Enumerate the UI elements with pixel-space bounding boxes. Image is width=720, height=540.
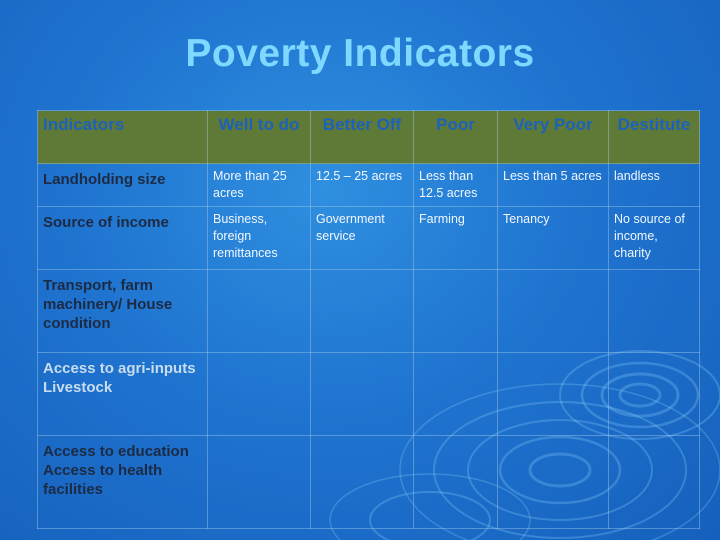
header-destitute: Destitute bbox=[608, 110, 700, 164]
table-cell: Business, foreign remittances bbox=[207, 206, 311, 270]
table-cell bbox=[497, 352, 609, 436]
table-cell bbox=[310, 352, 414, 436]
table-row: Access to education Access to health fac… bbox=[37, 435, 700, 529]
row-label-transport: Transport, farm machinery/ House conditi… bbox=[37, 269, 208, 353]
table-cell: landless bbox=[608, 163, 700, 207]
header-poor: Poor bbox=[413, 110, 498, 164]
table-cell bbox=[413, 435, 498, 529]
table-row: Access to agri-inputs Livestock bbox=[37, 352, 700, 436]
header-well-to-do: Well to do bbox=[207, 110, 311, 164]
table-cell bbox=[497, 269, 609, 353]
table-cell bbox=[608, 269, 700, 353]
table-cell bbox=[310, 435, 414, 529]
table-cell bbox=[608, 435, 700, 529]
row-label-landholding: Landholding size bbox=[37, 163, 208, 207]
poverty-indicators-table: Indicators Well to do Better Off Poor Ve… bbox=[37, 110, 700, 529]
header-indicators: Indicators bbox=[37, 110, 208, 164]
table-cell bbox=[413, 352, 498, 436]
table-cell: Less than 5 acres bbox=[497, 163, 609, 207]
table-cell: Tenancy bbox=[497, 206, 609, 270]
table-cell: Farming bbox=[413, 206, 498, 270]
table-cell bbox=[310, 269, 414, 353]
table-cell: No source of income, charity bbox=[608, 206, 700, 270]
table-row: Source of income Business, foreign remit… bbox=[37, 206, 700, 270]
table-cell bbox=[608, 352, 700, 436]
table-cell: Government service bbox=[310, 206, 414, 270]
row-label-income: Source of income bbox=[37, 206, 208, 270]
table-row: Landholding size More than 25 acres 12.5… bbox=[37, 163, 700, 207]
row-label-education-health: Access to education Access to health fac… bbox=[37, 435, 208, 529]
table-cell: More than 25 acres bbox=[207, 163, 311, 207]
table-cell bbox=[207, 269, 311, 353]
header-better-off: Better Off bbox=[310, 110, 414, 164]
table-cell bbox=[413, 269, 498, 353]
table-header-row: Indicators Well to do Better Off Poor Ve… bbox=[37, 110, 700, 164]
table-cell bbox=[207, 352, 311, 436]
slide-title: Poverty Indicators bbox=[185, 32, 535, 75]
table-cell: Less than 12.5 acres bbox=[413, 163, 498, 207]
row-label-agri-inputs: Access to agri-inputs Livestock bbox=[37, 352, 208, 436]
table-cell: 12.5 – 25 acres bbox=[310, 163, 414, 207]
table-cell bbox=[207, 435, 311, 529]
table-row: Transport, farm machinery/ House conditi… bbox=[37, 269, 700, 353]
table-cell bbox=[497, 435, 609, 529]
header-very-poor: Very Poor bbox=[497, 110, 609, 164]
